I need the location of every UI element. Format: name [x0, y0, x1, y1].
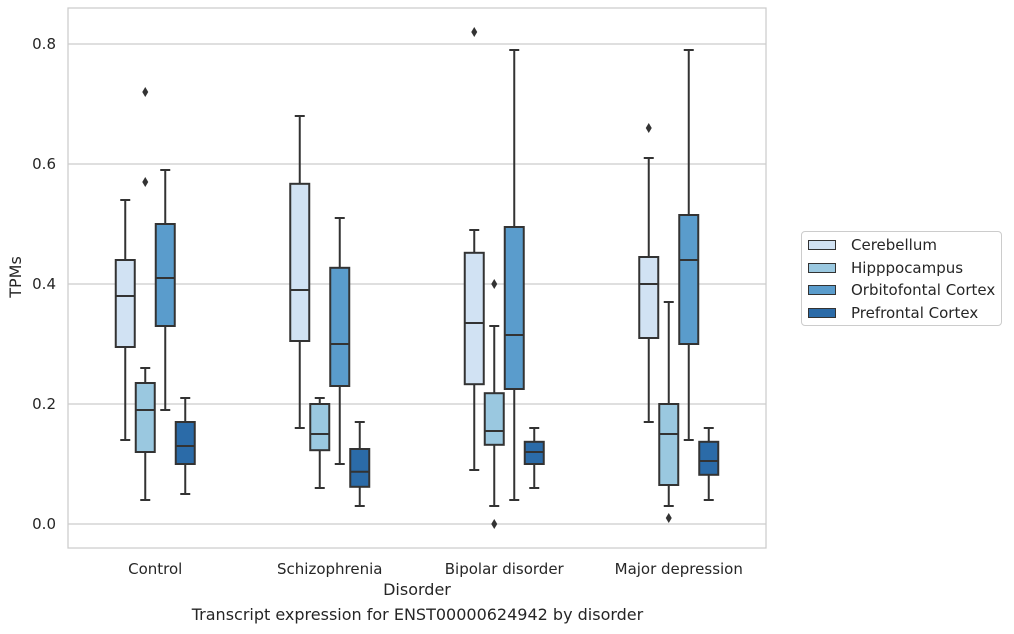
legend: Cerebellum Hipppocampus Orbitofontal Cor… [801, 231, 1002, 326]
y-tick-label: 0.8 [32, 35, 56, 53]
iqr-box [134, 382, 156, 453]
box [289, 115, 311, 429]
box [309, 397, 331, 489]
series-3 [174, 397, 720, 507]
outlier-point [142, 177, 149, 187]
iqr-box [503, 226, 525, 390]
box [698, 427, 720, 501]
iqr-box [329, 266, 351, 387]
legend-swatch [808, 285, 836, 295]
box [523, 427, 545, 489]
iqr-box [678, 214, 700, 345]
box-series [114, 27, 720, 529]
y-tick-label: 0.2 [32, 395, 56, 413]
outlier-point [471, 27, 478, 37]
iqr-box [638, 256, 660, 339]
iqr-box [698, 440, 720, 476]
box [658, 301, 680, 523]
x-tick-label: Bipolar disorder [445, 560, 565, 578]
legend-label: Cerebellum [851, 236, 937, 254]
x-tick-labels: Control Schizophrenia Bipolar disorder Majo… [128, 560, 743, 578]
x-tick-label: Major depression [615, 560, 743, 578]
box [678, 49, 700, 441]
outlier-point [491, 279, 498, 289]
legend-item-cerebellum: Cerebellum [808, 235, 937, 255]
box [174, 397, 196, 495]
iqr-box [289, 182, 311, 342]
box [154, 169, 176, 411]
iqr-box [463, 251, 485, 386]
plot-frame [67, 7, 767, 549]
legend-label: Prefrontal Cortex [851, 304, 979, 322]
y-tick-label: 0.4 [32, 275, 56, 293]
iqr-box [114, 259, 136, 348]
outlier-point [142, 87, 149, 97]
y-tick-label: 0.6 [32, 155, 56, 173]
x-tick-label: Schizophrenia [277, 560, 382, 578]
series-1 [134, 87, 680, 529]
iqr-box [154, 223, 176, 327]
iqr-box [309, 403, 331, 452]
box [463, 27, 485, 471]
y-axis-label: TPMs [6, 256, 25, 299]
legend-label: Hipppocampus [851, 259, 964, 277]
box [349, 421, 371, 507]
box [638, 123, 660, 423]
series-2 [154, 49, 700, 501]
box [134, 87, 156, 501]
chart-caption: Transcript expression for ENST0000062494… [191, 605, 644, 624]
legend-item-orbitofrontal: Orbitofontal Cortex [808, 280, 995, 300]
y-tick-label: 0.0 [32, 515, 56, 533]
y-tick-labels: 0.0 0.2 0.4 0.6 0.8 [32, 35, 56, 533]
x-axis-label: Disorder [383, 580, 451, 599]
box [483, 279, 505, 529]
x-tick-label: Control [128, 560, 182, 578]
legend-item-hippocampus: Hipppocampus [808, 258, 963, 278]
legend-swatch [808, 308, 836, 318]
legend-swatch [808, 263, 836, 273]
legend-item-prefrontal: Prefrontal Cortex [808, 303, 978, 323]
iqr-box [483, 392, 505, 446]
outlier-point [645, 123, 652, 133]
outlier-point [491, 519, 498, 529]
iqr-box [174, 421, 196, 465]
box [329, 217, 351, 465]
iqr-box [658, 403, 680, 486]
box [503, 49, 525, 501]
outlier-point [665, 513, 672, 523]
series-0 [114, 27, 660, 471]
legend-swatch [808, 240, 836, 250]
legend-label: Orbitofontal Cortex [851, 281, 996, 299]
box [114, 199, 136, 441]
iqr-box [349, 448, 371, 488]
